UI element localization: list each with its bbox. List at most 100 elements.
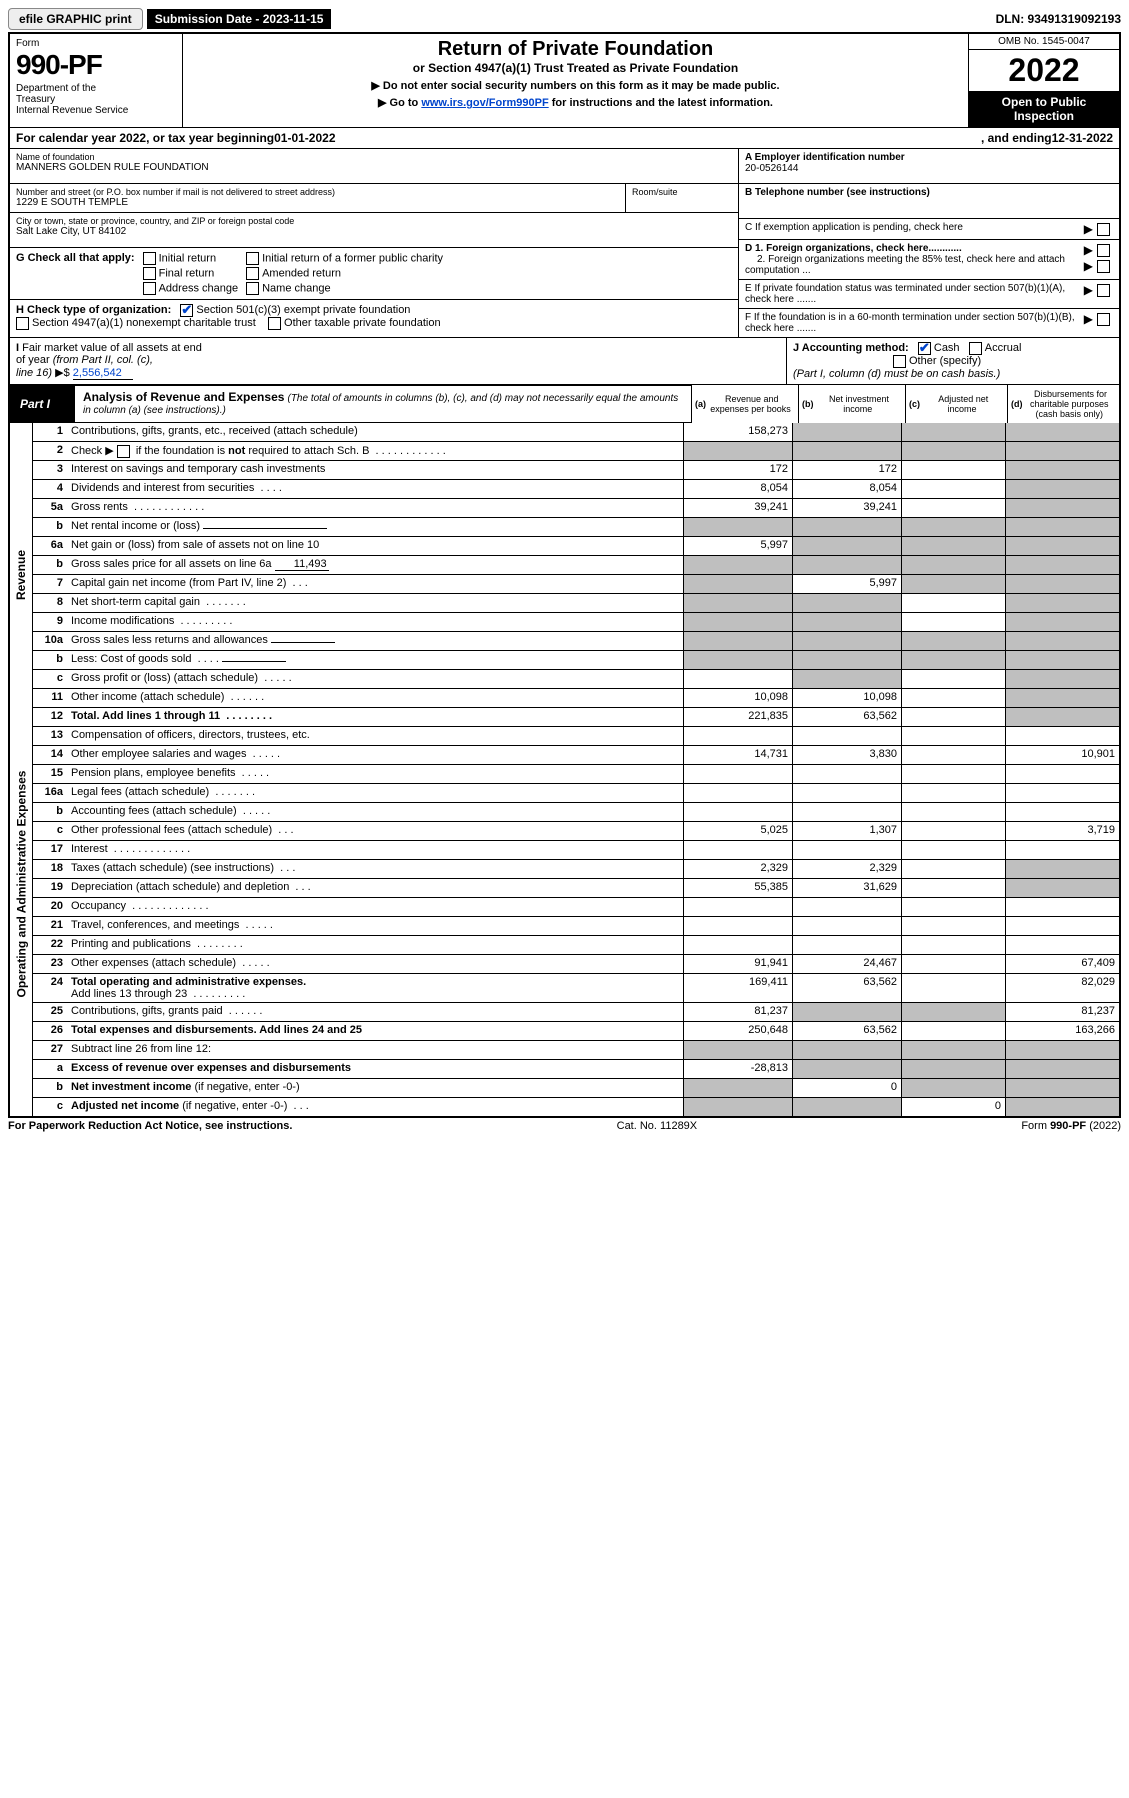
row-4: 4 Dividends and interest from securities…	[33, 480, 1119, 499]
top-bar: efile GRAPHIC print Submission Date - 20…	[8, 8, 1121, 30]
cb-amended[interactable]	[246, 267, 259, 280]
col-c-header: (c) Adjusted net income	[905, 385, 1007, 423]
row-8: 8 Net short-term capital gain . . . . . …	[33, 594, 1119, 613]
omb-number: OMB No. 1545-0047	[969, 34, 1119, 50]
cb-501c3[interactable]	[180, 304, 193, 317]
row-10c: c Gross profit or (loss) (attach schedul…	[33, 670, 1119, 689]
j-note: (Part I, column (d) must be on cash basi…	[793, 368, 1000, 380]
cb-cash[interactable]	[918, 342, 931, 355]
i-cell: I Fair market value of all assets at end…	[10, 338, 786, 384]
phone-cell: B Telephone number (see instructions)	[739, 184, 1119, 219]
row-27: 27 Subtract line 26 from line 12:	[33, 1041, 1119, 1060]
cb-e[interactable]	[1097, 284, 1110, 297]
cb-exemption-pending[interactable]	[1097, 223, 1110, 236]
row-14: 14 Other employee salaries and wages . .…	[33, 746, 1119, 765]
row-22: 22 Printing and publications . . . . . .…	[33, 936, 1119, 955]
header-right: OMB No. 1545-0047 2022 Open to Public In…	[968, 34, 1119, 127]
submission-date-badge: Submission Date - 2023-11-15	[147, 9, 332, 29]
part1-header: Part I Analysis of Revenue and Expenses …	[10, 385, 1119, 423]
tax-year: 2022	[969, 50, 1119, 91]
column-headers: (a) Revenue and expenses per books (b) N…	[691, 385, 1119, 423]
row-16a: 16a Legal fees (attach schedule) . . . .…	[33, 784, 1119, 803]
row-23: 23 Other expenses (attach schedule) . . …	[33, 955, 1119, 974]
footer-left: For Paperwork Reduction Act Notice, see …	[8, 1120, 292, 1132]
header-mid: Return of Private Foundation or Section …	[183, 34, 968, 127]
room-label: Room/suite	[632, 187, 732, 197]
g-label: G Check all that apply:	[16, 252, 135, 264]
calendar-year-row: For calendar year 2022, or tax year begi…	[10, 128, 1119, 149]
name-label: Name of foundation	[16, 152, 732, 162]
dln-text: DLN: 93491319092193	[996, 12, 1121, 26]
row-13: 13 Compensation of officers, directors, …	[33, 727, 1119, 746]
foundation-name: MANNERS GOLDEN RULE FOUNDATION	[16, 162, 732, 173]
cb-initial-former[interactable]	[246, 252, 259, 265]
form-label: Form	[16, 38, 176, 49]
row-18: 18 Taxes (attach schedule) (see instruct…	[33, 860, 1119, 879]
cb-d2[interactable]	[1097, 260, 1110, 273]
h-section: H Check type of organization: Section 50…	[10, 300, 738, 334]
cb-accrual[interactable]	[969, 342, 982, 355]
instruction-1: ▶ Do not enter social security numbers o…	[189, 79, 962, 92]
row-10b: b Less: Cost of goods sold . . . .	[33, 651, 1119, 670]
ein-value: 20-0526144	[745, 163, 798, 174]
f-row: F If the foundation is in a 60-month ter…	[739, 309, 1119, 337]
cb-f[interactable]	[1097, 313, 1110, 326]
part1-title-cell: Analysis of Revenue and Expenses (The to…	[75, 385, 691, 423]
row-27c: c Adjusted net income (if negative, ente…	[33, 1098, 1119, 1116]
expenses-side-label: Operating and Administrative Expenses	[10, 727, 33, 1041]
row-25: 25 Contributions, gifts, grants paid . .…	[33, 1003, 1119, 1022]
department-text: Department of theTreasuryInternal Revenu…	[16, 83, 176, 116]
open-public-badge: Open to Public Inspection	[969, 91, 1119, 127]
g-section: G Check all that apply: Initial return F…	[10, 248, 738, 300]
line27-section: 27 Subtract line 26 from line 12: a Exce…	[10, 1041, 1119, 1116]
row-26: 26 Total expenses and disbursements. Add…	[33, 1022, 1119, 1041]
row-24: 24 Total operating and administrative ex…	[33, 974, 1119, 1003]
city-value: Salt Lake City, UT 84102	[16, 226, 732, 237]
footer-right: Form 990-PF (2022)	[1021, 1120, 1121, 1132]
year-end: 12-31-2022	[1052, 131, 1113, 145]
cb-name-change[interactable]	[246, 282, 259, 295]
header-left: Form 990-PF Department of theTreasuryInt…	[10, 34, 183, 127]
revenue-side-label: Revenue	[10, 423, 33, 727]
arrow-icon: ▶	[1084, 222, 1093, 236]
info-right: A Employer identification number 20-0526…	[738, 149, 1119, 337]
cb-other-taxable[interactable]	[268, 317, 281, 330]
year-begin: 01-01-2022	[274, 131, 335, 145]
cb-sch-b[interactable]	[117, 445, 130, 458]
cb-d1[interactable]	[1097, 244, 1110, 257]
e-row: E If private foundation status was termi…	[739, 280, 1119, 309]
row-27a: a Excess of revenue over expenses and di…	[33, 1060, 1119, 1079]
street-value: 1229 E SOUTH TEMPLE	[16, 197, 619, 208]
submission-date-value: 2023-11-15	[263, 12, 324, 26]
city-label: City or town, state or province, country…	[16, 216, 732, 226]
cb-final-return[interactable]	[143, 267, 156, 280]
expenses-section: Operating and Administrative Expenses 13…	[10, 727, 1119, 1041]
i-value: 2,556,542	[73, 367, 133, 380]
row-6a: 6a Net gain or (loss) from sale of asset…	[33, 537, 1119, 556]
col-b-header: (b) Net investment income	[798, 385, 905, 423]
cb-initial-return[interactable]	[143, 252, 156, 265]
form-header: Form 990-PF Department of theTreasuryInt…	[10, 34, 1119, 128]
street-cell: Number and street (or P.O. box number if…	[10, 184, 626, 212]
irs-link[interactable]: www.irs.gov/Form990PF	[421, 97, 548, 109]
h-label: H Check type of organization:	[16, 304, 171, 316]
ein-label: A Employer identification number	[745, 152, 905, 163]
cb-address-change[interactable]	[143, 282, 156, 295]
city-cell: City or town, state or province, country…	[10, 213, 738, 248]
row-7: 7 Capital gain net income (from Part IV,…	[33, 575, 1119, 594]
efile-print-button[interactable]: efile GRAPHIC print	[8, 8, 143, 30]
cb-other-method[interactable]	[893, 355, 906, 368]
phone-label: B Telephone number (see instructions)	[745, 187, 930, 198]
form-container: Form 990-PF Department of theTreasuryInt…	[8, 32, 1121, 1118]
cb-4947[interactable]	[16, 317, 29, 330]
c-row: C If exemption application is pending, c…	[739, 219, 1119, 240]
r1-a: 158,273	[683, 423, 792, 441]
submission-date-label: Submission Date -	[155, 12, 263, 26]
form-title: Return of Private Foundation	[189, 38, 962, 61]
row-16c: c Other professional fees (attach schedu…	[33, 822, 1119, 841]
part1-badge: Part I	[10, 385, 75, 423]
row-2: 2 Check ▶ if the foundation is not requi…	[33, 442, 1119, 461]
row-6b: b Gross sales price for all assets on li…	[33, 556, 1119, 575]
d2-label: 2. Foreign organizations meeting the 85%…	[745, 254, 1065, 276]
j-cell: J Accounting method: Cash Accrual Other …	[786, 338, 1119, 384]
